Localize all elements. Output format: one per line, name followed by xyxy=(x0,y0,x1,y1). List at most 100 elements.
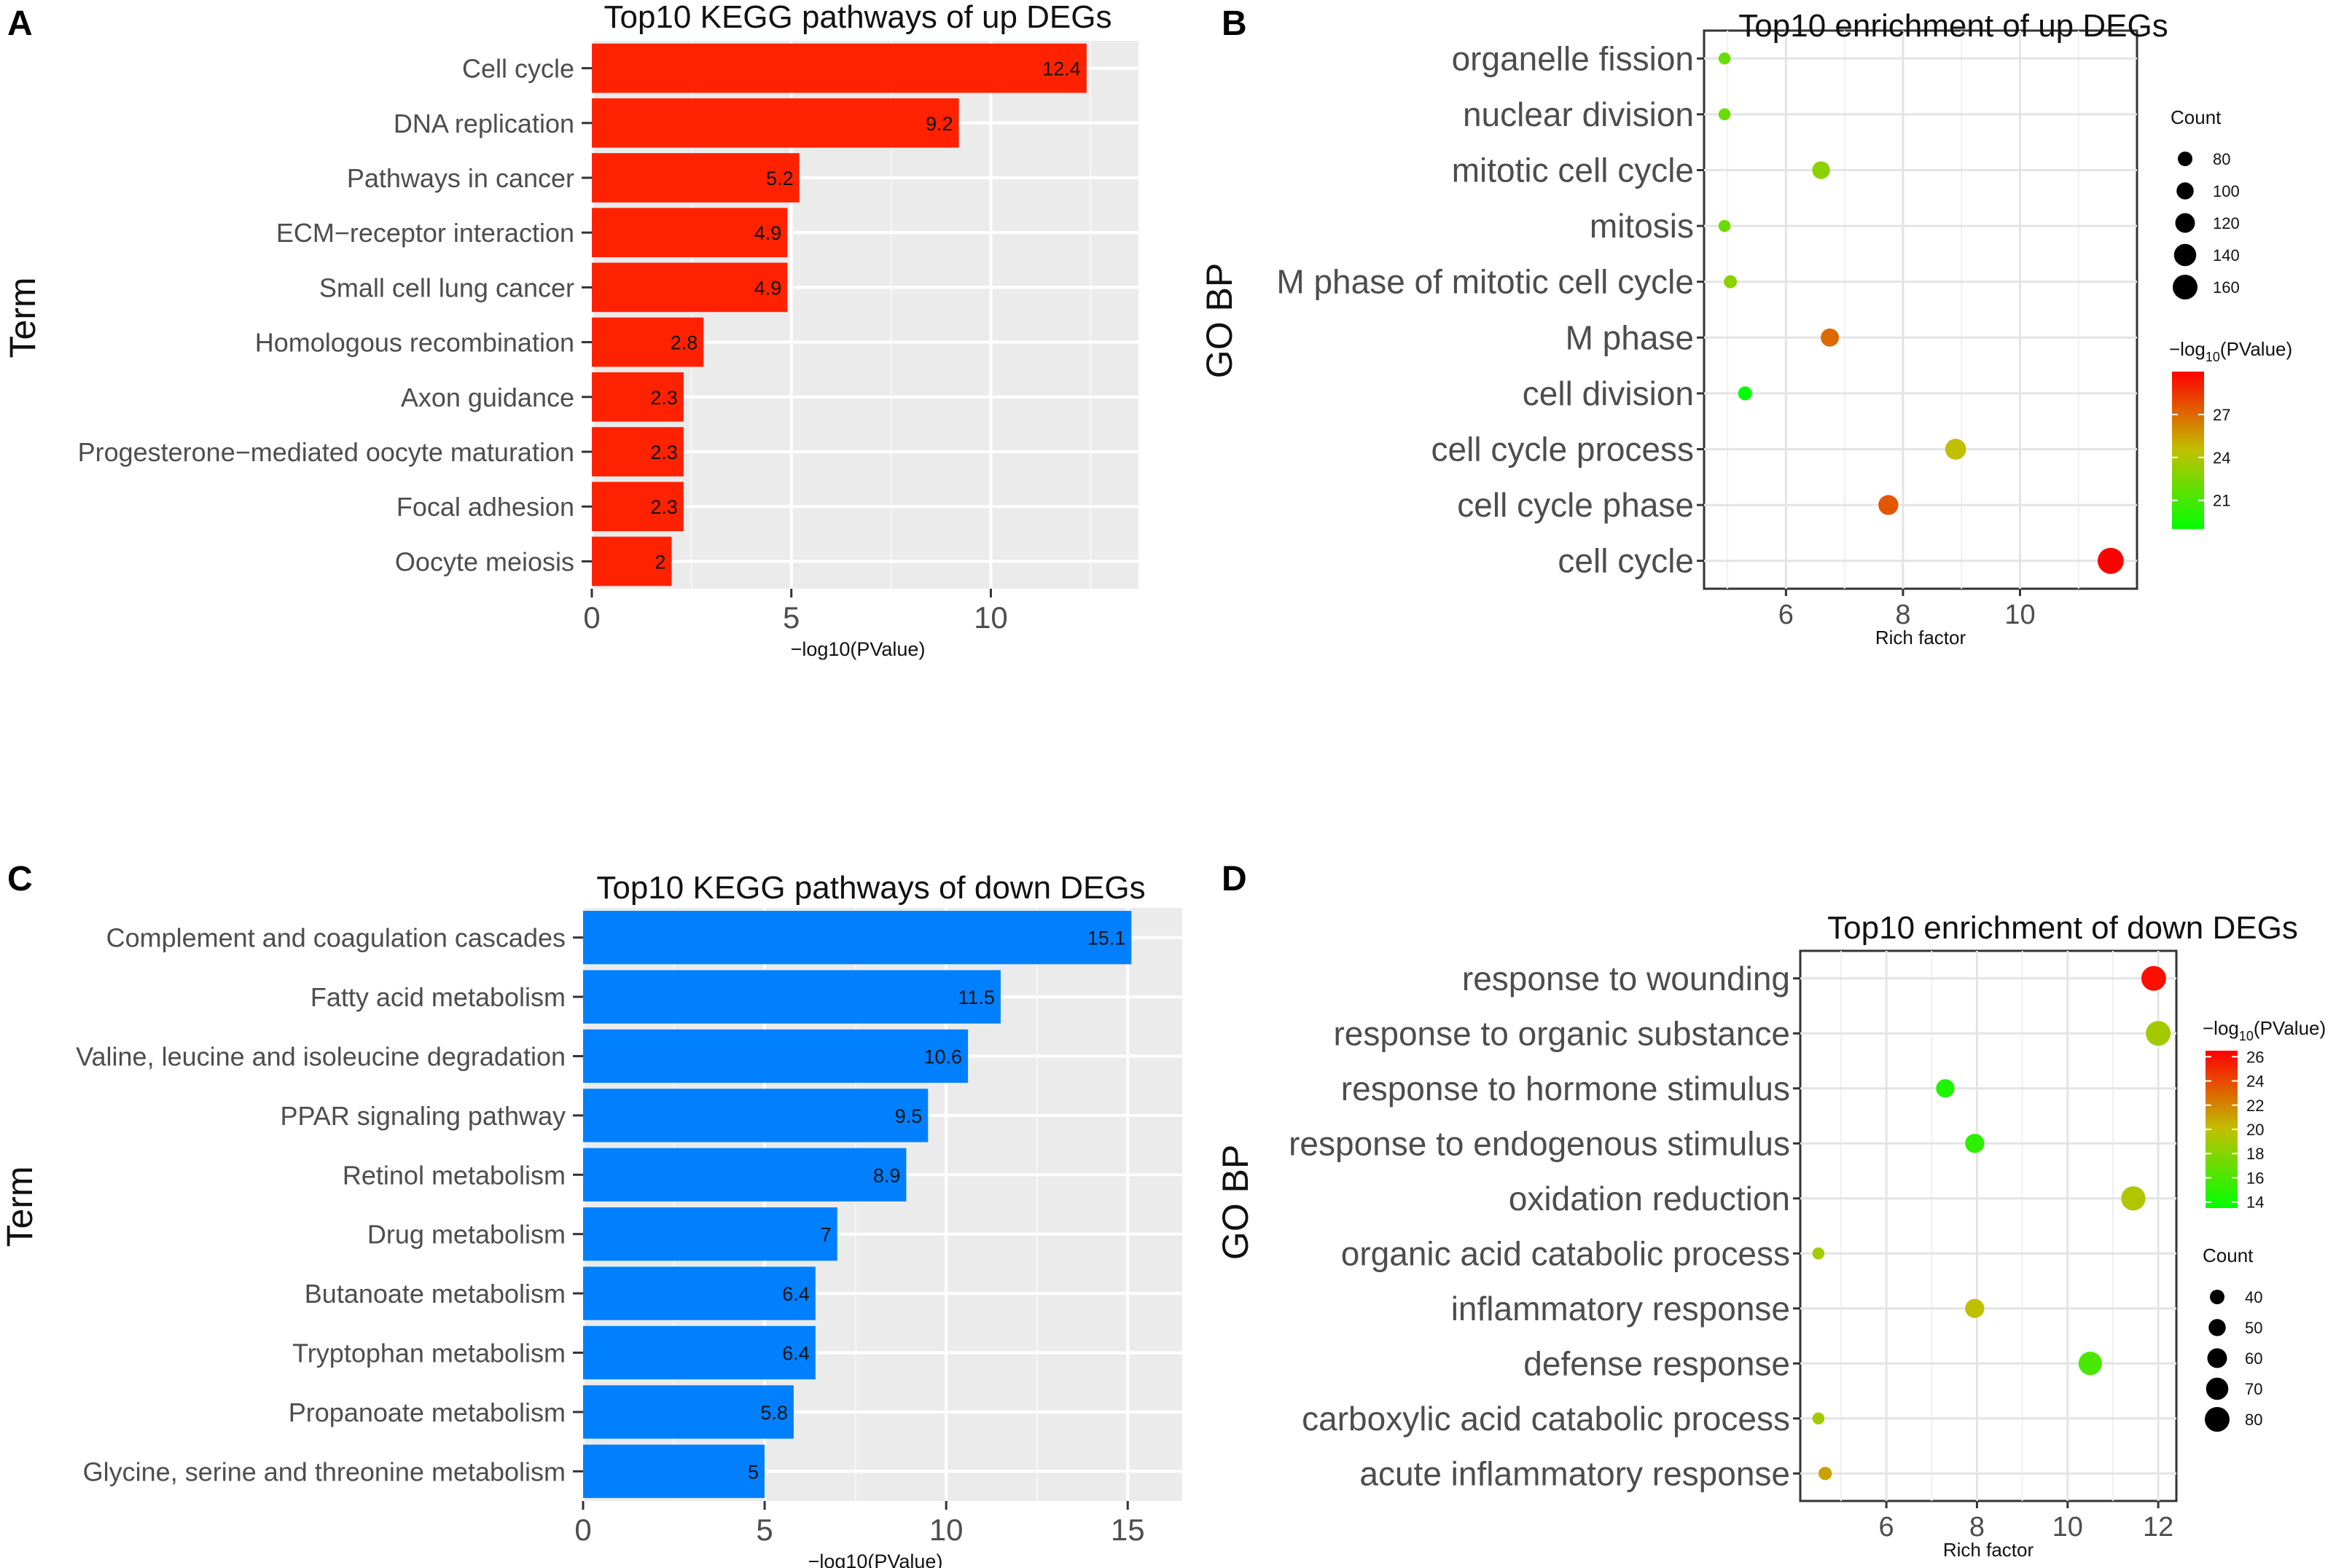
bar xyxy=(583,1444,765,1498)
size-legend-key xyxy=(2205,1407,2230,1432)
x-tick-label: 10 xyxy=(974,600,1008,635)
category-label: Oocyte meiosis xyxy=(395,546,574,576)
color-legend-label: 24 xyxy=(2246,1073,2264,1091)
data-label: 2.8 xyxy=(671,332,698,354)
x-tick-label: 6 xyxy=(1879,1512,1894,1542)
category-label: mitotic cell cycle xyxy=(1452,152,1694,189)
data-label: 2 xyxy=(655,551,665,573)
data-label: 10.6 xyxy=(924,1046,963,1068)
panel-a: 12.4 Cell cycle 9.2 DNA replication 5.2 Pathw… xyxy=(2,0,1138,660)
chart-title: Top10 KEGG pathways of down DEGs xyxy=(596,870,1145,906)
data-label: 8.9 xyxy=(873,1164,901,1186)
category-label: cell cycle phase xyxy=(1457,486,1694,524)
x-tick-label: 8 xyxy=(1895,600,1910,630)
bar xyxy=(583,1089,929,1142)
bar xyxy=(592,98,959,148)
color-legend-title-sub: 10 xyxy=(2239,1029,2254,1043)
size-legend-key xyxy=(2173,275,2198,299)
size-legend-title: Count xyxy=(2203,1244,2254,1266)
category-label: cell cycle xyxy=(1558,542,1694,580)
data-point xyxy=(1812,1247,1825,1260)
color-legend-label: 16 xyxy=(2246,1169,2264,1187)
color-legend-label: 20 xyxy=(2246,1121,2264,1139)
category-label: Progesterone−mediated oocyte maturation xyxy=(78,437,574,467)
data-label: 12.4 xyxy=(1042,58,1081,80)
data-point xyxy=(2098,547,2124,574)
y-axis-title: Term xyxy=(2,277,43,358)
size-legend-key xyxy=(2206,1377,2229,1400)
data-point xyxy=(1718,108,1731,121)
panel-letter: A xyxy=(7,4,33,43)
size-legend-label: 120 xyxy=(2213,214,2240,232)
data-label: 5 xyxy=(748,1461,759,1483)
color-legend-label: 18 xyxy=(2246,1145,2264,1163)
category-label: organic acid catabolic process xyxy=(1341,1234,1790,1272)
category-label: ECM−receptor interaction xyxy=(276,218,574,248)
x-tick-label: 0 xyxy=(583,600,600,635)
bar xyxy=(592,317,704,367)
data-label: 11.5 xyxy=(958,987,995,1008)
bar xyxy=(583,1207,837,1261)
size-legend-key xyxy=(2208,1319,2226,1336)
data-label: 4.9 xyxy=(754,222,782,244)
category-label: DNA replication xyxy=(394,109,574,138)
category-label: Focal adhesion xyxy=(396,492,574,522)
bar xyxy=(592,43,1087,93)
bar xyxy=(592,482,684,532)
bar xyxy=(583,1148,907,1202)
data-label: 2.3 xyxy=(650,442,678,463)
size-legend-label: 60 xyxy=(2245,1349,2262,1368)
size-legend-key xyxy=(2207,1348,2227,1368)
x-tick-label: 0 xyxy=(574,1513,591,1547)
data-label: 6.4 xyxy=(782,1283,810,1305)
bar xyxy=(583,1385,794,1439)
category-label: Complement and coagulation cascades xyxy=(106,923,566,953)
panel-b: organelle fission nuclear division mitotic… xyxy=(1199,8,2292,648)
color-legend-label: 14 xyxy=(2246,1193,2264,1212)
x-tick-label: 5 xyxy=(756,1513,773,1547)
data-point xyxy=(1936,1079,1955,1098)
bar xyxy=(583,911,1132,965)
category-label: carboxylic acid catabolic process xyxy=(1302,1400,1790,1438)
size-legend-key xyxy=(2178,152,2192,166)
x-tick-label: 12 xyxy=(2143,1512,2173,1542)
x-tick-label: 15 xyxy=(1111,1513,1145,1547)
data-point xyxy=(1718,219,1731,232)
bar xyxy=(592,372,684,422)
chart-title: Top10 KEGG pathways of up DEGs xyxy=(603,0,1112,35)
category-label: Butanoate metabolism xyxy=(305,1279,566,1309)
data-point xyxy=(1724,275,1738,289)
data-point xyxy=(2078,1352,2103,1376)
panel-letter: B xyxy=(1222,4,1247,43)
category-label: cell cycle process xyxy=(1431,431,1694,469)
data-label: 9.5 xyxy=(895,1105,923,1127)
panel-letter: D xyxy=(1222,860,1247,898)
chart-title: Top10 enrichment of up DEGs xyxy=(1738,8,2168,44)
bar xyxy=(592,208,788,258)
size-legend-label: 40 xyxy=(2245,1288,2262,1306)
data-point xyxy=(1878,495,1899,515)
plot-frame xyxy=(1703,29,2138,590)
color-legend-title: −log10(PValue) xyxy=(2169,338,2292,364)
x-tick-label: 8 xyxy=(1969,1512,1985,1542)
size-legend-label: 160 xyxy=(2213,278,2240,297)
category-label: Axon guidance xyxy=(401,383,574,412)
size-legend-label: 100 xyxy=(2213,182,2240,200)
y-axis-title: Term xyxy=(0,1166,40,1247)
data-point xyxy=(2141,965,2166,991)
color-legend-title: −log10(PValue) xyxy=(2203,1017,2326,1043)
category-label: Small cell lung cancer xyxy=(319,273,574,302)
category-label: M phase xyxy=(1566,318,1694,356)
data-point xyxy=(2146,1021,2171,1046)
data-point xyxy=(1965,1298,1985,1318)
size-legend-label: 80 xyxy=(2245,1411,2262,1429)
size-legend-label: 80 xyxy=(2213,150,2230,168)
category-label: response to hormone stimulus xyxy=(1341,1070,1790,1108)
size-legend-label: 50 xyxy=(2245,1319,2262,1337)
chart-title: Top10 enrichment of down DEGs xyxy=(1827,910,2298,946)
bar xyxy=(583,1029,969,1083)
category-label: Fatty acid metabolism xyxy=(310,982,566,1012)
category-label: Glycine, serine and threonine metabolism xyxy=(83,1457,566,1486)
size-legend-key xyxy=(2175,213,2195,233)
